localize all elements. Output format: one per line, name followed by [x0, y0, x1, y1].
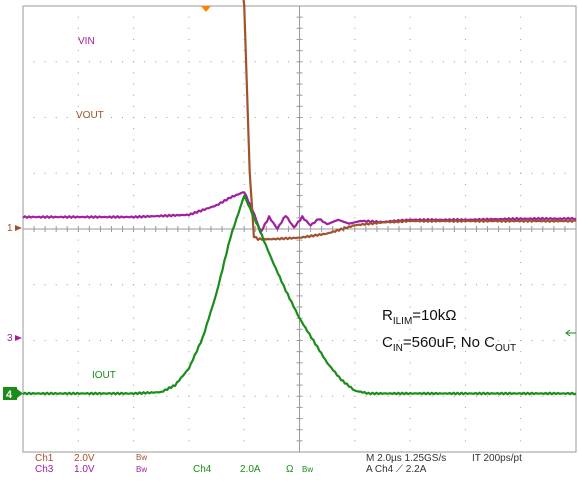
annotation-cin: CIN=560uF, No COUT	[382, 334, 516, 354]
ch4-name: Ch4	[193, 464, 212, 475]
ch1-bandwidth: Bw	[136, 453, 148, 462]
series-label-iout: IOUT	[92, 370, 116, 381]
ch4-impedance: Ω	[286, 464, 294, 475]
record-interval-readout: IT 200ps/pt	[472, 453, 522, 464]
ch1-ground-marker: 1	[7, 223, 22, 234]
ch3-name: Ch3	[35, 464, 54, 475]
cursor-arrow-right	[565, 329, 576, 337]
series-label-vin: VIN	[78, 36, 95, 47]
ch1-scale: 2.0V	[74, 453, 95, 464]
trigger-readout: A Ch4 ⟋ 2.2A	[366, 464, 427, 475]
ch3-ground-marker: 3	[7, 333, 22, 344]
traces	[22, 0, 577, 396]
svg-text:1: 1	[7, 223, 13, 234]
ch4-ground-marker: 4	[3, 387, 23, 401]
ch4-bandwidth: Bw	[302, 465, 314, 474]
ch1-name: Ch1	[35, 453, 54, 464]
svg-text:3: 3	[7, 333, 13, 344]
ch4-scale: 2.0A	[240, 464, 261, 475]
svg-text:4: 4	[6, 389, 13, 401]
series-label-vout: VOUT	[76, 110, 104, 121]
ch3-scale: 1.0V	[74, 464, 95, 475]
annotation-rilim: RILIM=10kΩ	[382, 307, 456, 327]
trace-vin	[22, 191, 577, 233]
ch3-bandwidth: Bw	[136, 465, 148, 474]
trace-iout	[22, 194, 577, 396]
timebase-readout: M 2.0µs 1.25GS/s	[366, 453, 447, 464]
trace-vout	[242, 0, 577, 241]
trigger-position-marker	[201, 6, 211, 12]
